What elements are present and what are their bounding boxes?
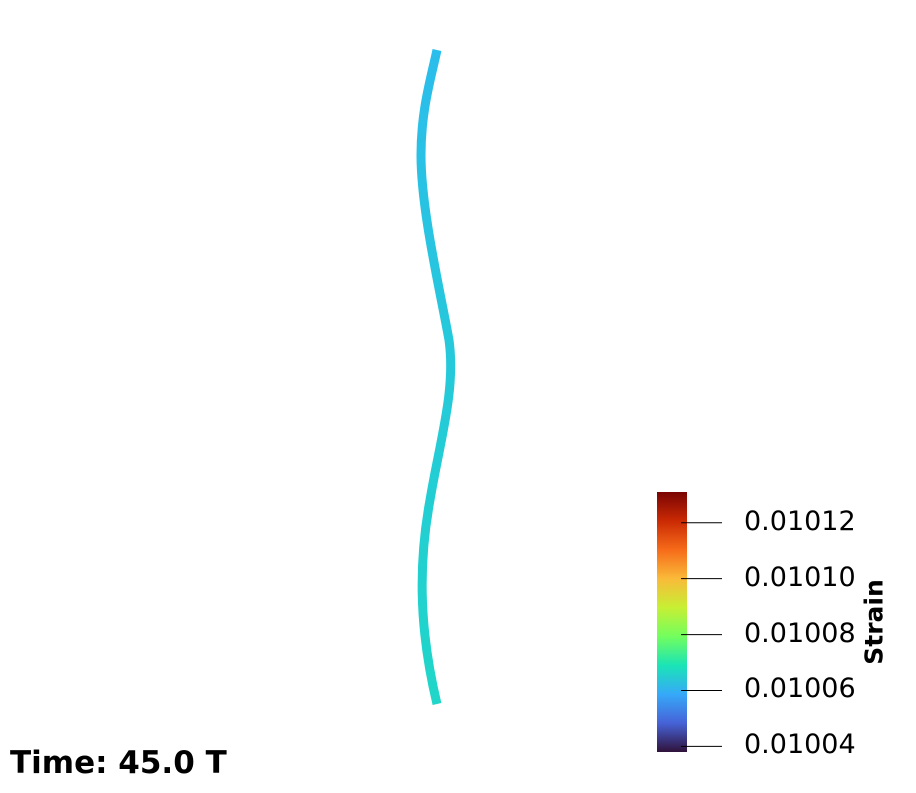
colorbar-tick-label: 0.01006 [744,673,856,705]
colorbar-title: Strain [859,579,889,665]
colorbar-tick-label: 0.01010 [744,561,856,593]
time-label: Time: 45.0 T [10,745,227,781]
colorbar-tick-label: 0.01004 [744,729,856,761]
colorbar-tick-label: 0.01008 [744,617,856,649]
colorbar-ticks [681,522,722,747]
colorbar-gradient [657,492,687,752]
strain-filament [416,49,456,706]
colorbar-tick-label: 0.01012 [744,505,856,537]
